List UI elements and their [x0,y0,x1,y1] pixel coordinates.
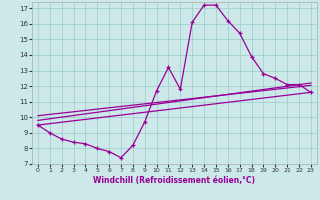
X-axis label: Windchill (Refroidissement éolien,°C): Windchill (Refroidissement éolien,°C) [93,176,255,185]
